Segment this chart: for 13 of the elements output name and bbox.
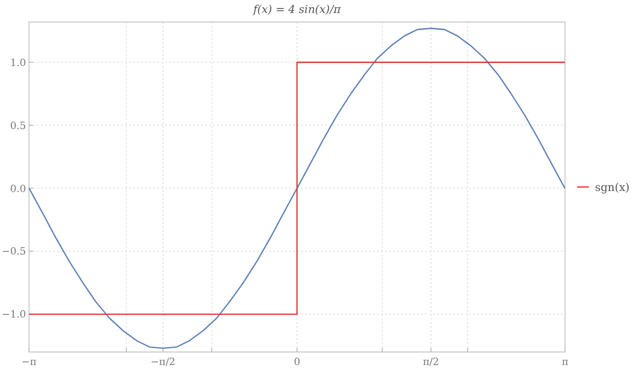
x-tick-label: π/2 <box>422 357 440 368</box>
line-series <box>28 28 566 349</box>
y-tick-label: 0.0 <box>10 184 26 195</box>
y-tick-label: −0.5 <box>2 246 26 258</box>
x-tick-label: −π <box>22 357 37 368</box>
y-tick-label: 0.5 <box>10 120 26 132</box>
legend-label: sgn(x) <box>595 181 630 194</box>
x-tick-label: −π/2 <box>150 357 176 368</box>
y-tick-label: 1.0 <box>10 58 26 69</box>
x-tick-label: π <box>562 357 569 368</box>
chart-title: f(x) = 4 sin(x)/π <box>252 3 342 16</box>
y-tick-label: −1.0 <box>2 310 26 321</box>
x-tick-label: 0 <box>294 357 300 368</box>
